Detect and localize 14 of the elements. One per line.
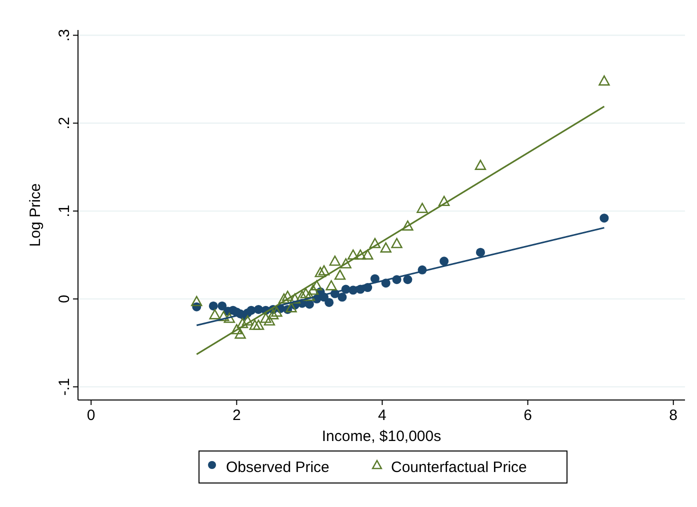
y-tick-label: .3: [56, 29, 73, 42]
x-tick-label: 8: [669, 407, 678, 424]
y-axis-title: Log Price: [27, 183, 44, 247]
y-tick-label: -.1: [56, 378, 73, 396]
y-tick-label: .1: [56, 204, 73, 218]
x-tick-label: 2: [232, 407, 241, 424]
legend-label: Counterfactual Price: [391, 459, 527, 476]
x-tick-label: 6: [524, 407, 532, 424]
y-tick-label: 0: [56, 294, 73, 304]
x-tick-label: 4: [378, 407, 386, 424]
x-tick-label: 0: [86, 407, 96, 424]
legend-label: Observed Price: [226, 459, 330, 476]
x-axis-title: Income, $10,000s: [322, 428, 442, 445]
y-tick-label: .2: [56, 116, 73, 130]
